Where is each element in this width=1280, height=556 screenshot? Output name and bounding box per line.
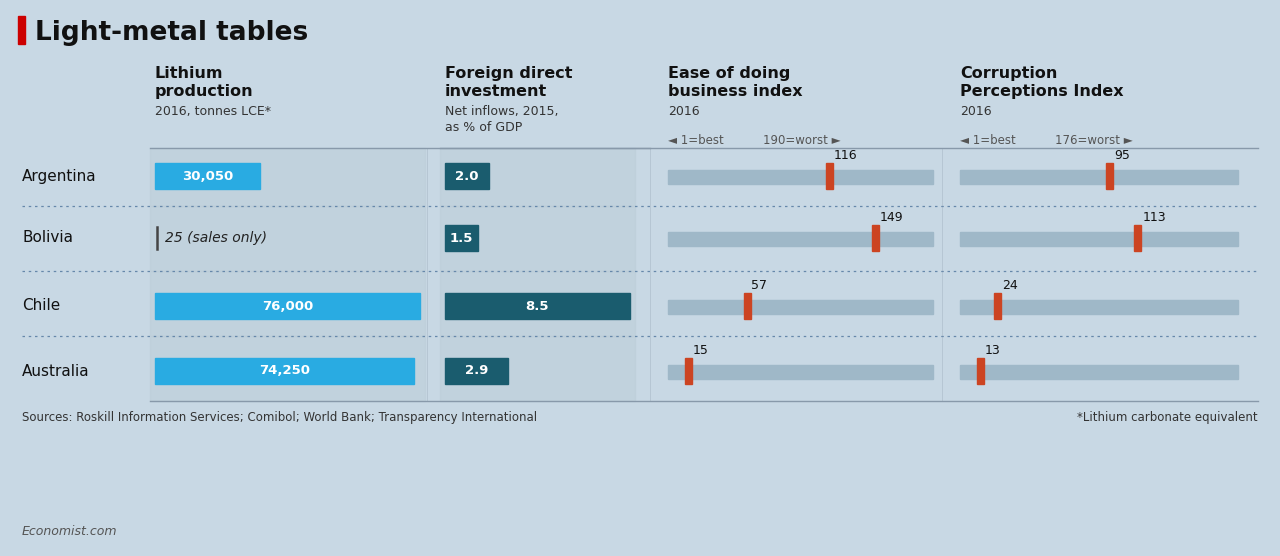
- Bar: [150, 336, 425, 401]
- Bar: [826, 163, 833, 189]
- Bar: [668, 300, 933, 314]
- Text: Net inflows, 2015,
as % of GDP: Net inflows, 2015, as % of GDP: [445, 105, 558, 134]
- Text: 116: 116: [833, 149, 858, 162]
- Text: 8.5: 8.5: [526, 300, 549, 312]
- Text: Ease of doing
business index: Ease of doing business index: [668, 66, 803, 99]
- Bar: [440, 336, 635, 401]
- Text: Light-metal tables: Light-metal tables: [35, 20, 308, 46]
- Bar: [1134, 225, 1142, 251]
- Bar: [150, 148, 425, 206]
- Text: Lithium
production: Lithium production: [155, 66, 253, 99]
- Text: 190=worst ►: 190=worst ►: [763, 134, 841, 147]
- Text: 2016: 2016: [960, 105, 992, 118]
- Text: 149: 149: [879, 211, 904, 224]
- Text: 176=worst ►: 176=worst ►: [1055, 134, 1133, 147]
- Text: 13: 13: [984, 344, 1000, 357]
- Bar: [155, 293, 420, 319]
- Text: Australia: Australia: [22, 364, 90, 379]
- Bar: [440, 206, 635, 271]
- Bar: [668, 170, 933, 184]
- Bar: [1106, 163, 1114, 189]
- Bar: [960, 365, 1238, 379]
- Bar: [960, 232, 1238, 246]
- Text: ◄ 1=best: ◄ 1=best: [668, 134, 723, 147]
- Bar: [155, 358, 413, 384]
- Bar: [960, 300, 1238, 314]
- Bar: [445, 358, 508, 384]
- Text: 113: 113: [1143, 211, 1166, 224]
- Text: 2.0: 2.0: [454, 170, 479, 182]
- Text: Economist.com: Economist.com: [22, 525, 118, 538]
- Text: 2016: 2016: [668, 105, 700, 118]
- Bar: [445, 225, 477, 251]
- Bar: [960, 170, 1238, 184]
- Bar: [150, 206, 425, 271]
- Text: 15: 15: [692, 344, 709, 357]
- Text: Chile: Chile: [22, 299, 60, 314]
- Text: Sources: Roskill Information Services; Comibol; World Bank; Transparency Interna: Sources: Roskill Information Services; C…: [22, 411, 538, 424]
- Bar: [440, 271, 635, 336]
- Text: Corruption
Perceptions Index: Corruption Perceptions Index: [960, 66, 1124, 99]
- Bar: [977, 358, 983, 384]
- Text: Foreign direct
investment: Foreign direct investment: [445, 66, 572, 99]
- Bar: [155, 163, 260, 189]
- Bar: [440, 148, 635, 206]
- Bar: [993, 293, 1001, 319]
- Bar: [744, 293, 750, 319]
- Bar: [445, 293, 630, 319]
- Text: *Lithium carbonate equivalent: *Lithium carbonate equivalent: [1078, 411, 1258, 424]
- Text: ◄ 1=best: ◄ 1=best: [960, 134, 1016, 147]
- Bar: [685, 358, 692, 384]
- Bar: [150, 271, 425, 336]
- Bar: [872, 225, 879, 251]
- Text: 2016, tonnes LCE*: 2016, tonnes LCE*: [155, 105, 271, 118]
- Bar: [668, 232, 933, 246]
- Text: 76,000: 76,000: [262, 300, 314, 312]
- Text: 95: 95: [1114, 149, 1130, 162]
- Text: 25 (sales only): 25 (sales only): [165, 231, 268, 245]
- Text: 57: 57: [751, 279, 768, 292]
- Text: 74,250: 74,250: [259, 365, 310, 378]
- Bar: [668, 365, 933, 379]
- Text: Argentina: Argentina: [22, 168, 96, 183]
- Bar: [18, 16, 26, 44]
- Bar: [445, 163, 489, 189]
- Text: 2.9: 2.9: [465, 365, 488, 378]
- Text: 30,050: 30,050: [182, 170, 233, 182]
- Text: 24: 24: [1002, 279, 1018, 292]
- Text: Bolivia: Bolivia: [22, 231, 73, 246]
- Text: 1.5: 1.5: [449, 231, 474, 245]
